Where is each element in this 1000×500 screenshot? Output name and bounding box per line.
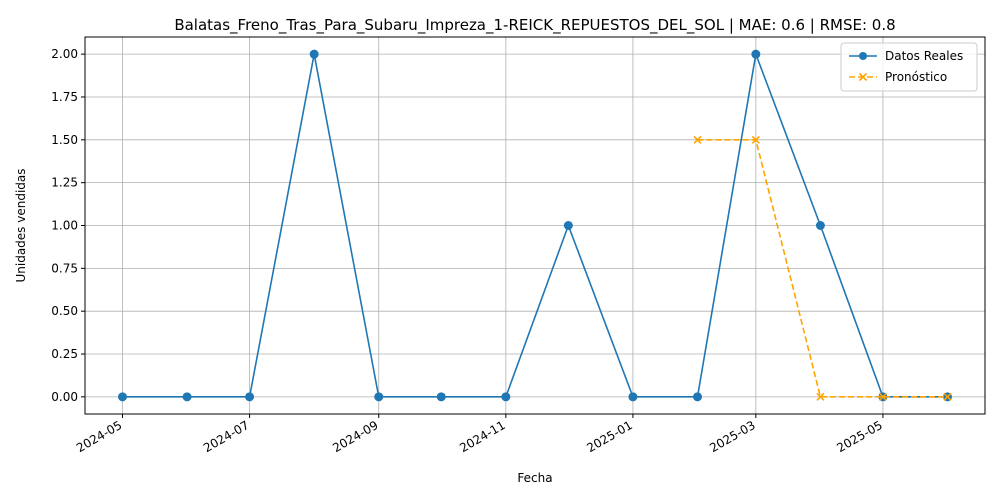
y-tick-label: 1.00 [51, 219, 78, 233]
y-tick-label: 0.50 [51, 304, 78, 318]
x-tick-label: 2024-11 [457, 418, 507, 455]
y-axis-label: Unidades vendidas [14, 168, 28, 282]
legend-marker [858, 72, 868, 82]
x-tick-label: 2025-05 [834, 418, 884, 455]
forecast-point [816, 392, 825, 401]
data-point [693, 392, 702, 402]
axes: 0.00 0.25 0.50 0.75 1.00 1.25 1.50 1.75 2.00 2024… [51, 47, 885, 455]
x-tick-label: 2024-09 [330, 418, 380, 455]
x-tick-label: 2025-01 [584, 418, 634, 455]
data-point [628, 392, 638, 402]
data-point [245, 392, 255, 402]
forecast-point [693, 135, 702, 144]
x-tick-label: 2024-07 [201, 418, 251, 455]
forecast-point [751, 135, 760, 144]
y-tick-label: 0.75 [51, 261, 78, 275]
data-point [309, 49, 319, 59]
chart-title: Balatas_Freno_Tras_Para_Subaru_Impreza_1… [174, 16, 895, 35]
data-point [118, 392, 127, 402]
legend-label: Datos Reales [885, 49, 963, 63]
x-axis-label: Fecha [517, 471, 552, 485]
data-point [374, 392, 384, 402]
x-tick-label: 2025-03 [707, 418, 757, 455]
y-tick-label: 1.50 [51, 133, 78, 147]
grid-lines [85, 37, 985, 414]
y-tick-label: 1.25 [51, 176, 78, 190]
data-point [751, 49, 761, 59]
legend-marker [859, 52, 867, 60]
y-tick-label: 0.00 [51, 390, 78, 404]
y-tick-label: 0.25 [51, 347, 78, 361]
data-point [501, 392, 511, 402]
forecast-point [878, 392, 887, 401]
data-point [563, 221, 573, 230]
y-tick-label: 2.00 [51, 47, 78, 61]
series-line-1 [697, 139, 948, 398]
legend: Datos Reales Pronóstico [840, 42, 978, 92]
data-point [436, 392, 446, 402]
legend-label: Pronóstico [885, 70, 947, 84]
data-point [182, 392, 192, 402]
data-point [815, 221, 825, 230]
y-tick-label: 1.75 [51, 90, 78, 104]
legend-box [840, 42, 978, 92]
series-layer [118, 49, 952, 402]
series-line-0 [122, 51, 948, 398]
forecast-point [943, 392, 952, 401]
x-tick-label: 2024-05 [74, 418, 124, 455]
